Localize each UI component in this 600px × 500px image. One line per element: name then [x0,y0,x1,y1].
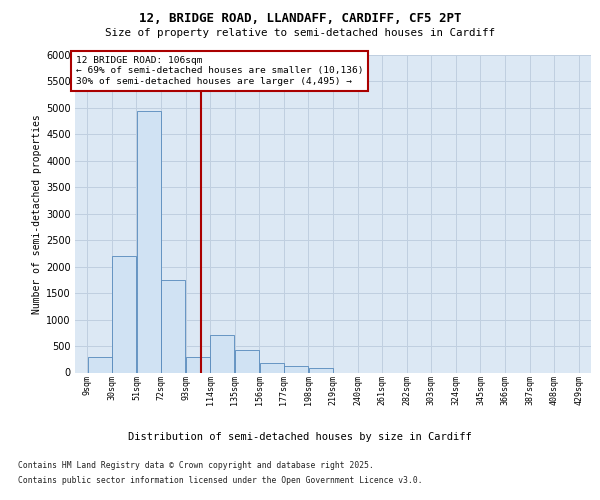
Text: 12, BRIDGE ROAD, LLANDAFF, CARDIFF, CF5 2PT: 12, BRIDGE ROAD, LLANDAFF, CARDIFF, CF5 … [139,12,461,26]
Bar [235,350,259,372]
Bar [186,356,210,372]
Bar [137,110,161,372]
Text: Size of property relative to semi-detached houses in Cardiff: Size of property relative to semi-detach… [105,28,495,38]
Bar [309,368,333,372]
Bar [88,356,112,372]
Text: Contains public sector information licensed under the Open Government Licence v3: Contains public sector information licen… [18,476,422,485]
Y-axis label: Number of semi-detached properties: Number of semi-detached properties [32,114,42,314]
Text: Distribution of semi-detached houses by size in Cardiff: Distribution of semi-detached houses by … [128,432,472,442]
Bar [284,366,308,372]
Bar [260,363,284,372]
Bar [161,280,185,372]
Text: 12 BRIDGE ROAD: 106sqm
← 69% of semi-detached houses are smaller (10,136)
30% of: 12 BRIDGE ROAD: 106sqm ← 69% of semi-det… [76,56,364,86]
Bar [112,256,136,372]
Bar [211,336,235,372]
Text: Contains HM Land Registry data © Crown copyright and database right 2025.: Contains HM Land Registry data © Crown c… [18,461,374,470]
